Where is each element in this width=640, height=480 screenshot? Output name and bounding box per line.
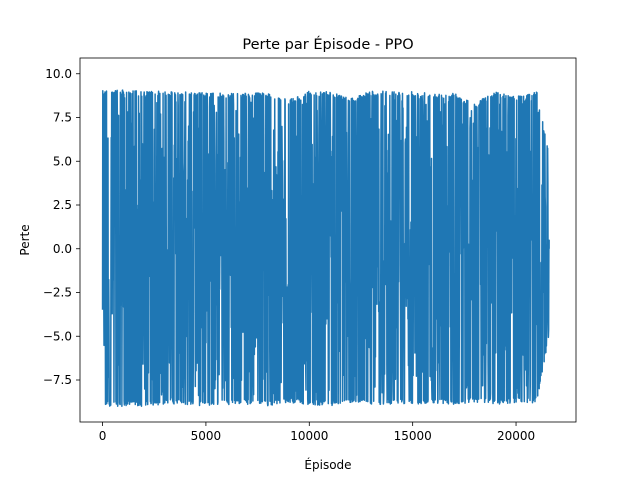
y-axis-label: Perte — [18, 224, 32, 255]
y-tick-label: 2.5 — [53, 198, 72, 212]
y-tick-label: −5.0 — [43, 329, 72, 343]
axes-frame — [79, 57, 577, 423]
x-tick-label: 10000 — [290, 429, 328, 443]
x-tick-label: 0 — [99, 429, 107, 443]
x-tick-label: 15000 — [394, 429, 432, 443]
y-tick-label: 0.0 — [53, 242, 72, 256]
series-layer — [101, 89, 550, 407]
x-tick-label: 5000 — [191, 429, 222, 443]
y-tick-label: −2.5 — [43, 286, 72, 300]
x-tick-label: 20000 — [497, 429, 535, 443]
x-axis-label: Épisode — [304, 457, 351, 472]
y-tick-label: 5.0 — [53, 154, 72, 168]
y-axis-ticks: −7.5 −5.0 −2.5 0.0 2.5 5.0 7.5 10.0 — [43, 67, 80, 387]
loss-series-line — [101, 89, 550, 407]
y-tick-label: 7.5 — [53, 111, 72, 125]
x-axis-ticks: 0 5000 10000 15000 20000 — [99, 422, 535, 443]
y-tick-label: −7.5 — [43, 373, 72, 387]
chart-title: Perte par Épisode - PPO — [242, 36, 413, 53]
y-tick-label: 10.0 — [45, 67, 72, 81]
